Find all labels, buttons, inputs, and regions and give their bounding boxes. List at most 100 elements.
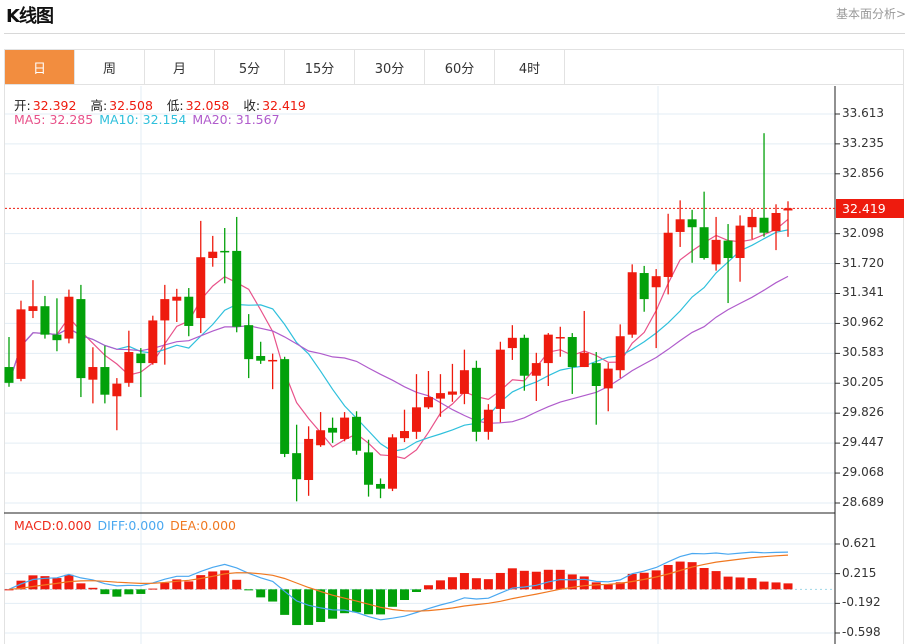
macd-bar [292, 589, 302, 626]
macd-bar [328, 589, 338, 619]
fundamental-analysis-link[interactable]: 基本面分析> [835, 7, 906, 21]
ma-lines [8, 218, 789, 460]
macd-bar [316, 589, 326, 623]
macd-bar [256, 589, 266, 598]
macd-bar [483, 579, 493, 590]
tab-60min[interactable]: 60分 [425, 50, 495, 84]
candle-body [64, 296, 74, 339]
macd-bar [543, 569, 553, 590]
candle-body [148, 320, 158, 364]
macd-bar [399, 589, 409, 601]
candle-body [423, 397, 433, 408]
macd-bar [16, 580, 26, 590]
candle-body [471, 367, 481, 432]
candle-body [88, 367, 98, 380]
macd-bar [675, 561, 685, 590]
candle-body [699, 227, 709, 259]
candle-body [268, 359, 278, 362]
axis-label: 32.098 [842, 225, 884, 240]
candle-body [687, 219, 697, 228]
candle-body [399, 431, 409, 439]
candle-body [759, 217, 769, 233]
axis-label: 28.689 [842, 495, 884, 509]
axis-label: 0.215 [842, 565, 877, 580]
ma20-value: MA20: 31.567 [192, 112, 280, 127]
axis-label: 30.583 [842, 345, 884, 360]
macd-bar [507, 568, 517, 590]
axis-label: 30.962 [842, 315, 884, 330]
high-value: 32.508 [109, 98, 153, 113]
diff-value: DIFF:0.000 [97, 518, 165, 533]
macd-bar [376, 589, 386, 615]
candle-body [244, 325, 254, 360]
macd-bar [76, 583, 86, 590]
macd-bar [519, 570, 529, 590]
macd-bar [244, 589, 254, 591]
candle-body [328, 427, 338, 433]
candle-body [615, 336, 625, 371]
axis-label: 0.621 [842, 536, 877, 550]
candle-body [76, 299, 86, 379]
period-tabs: 日 周 月 5分 15分 30分 60分 4时 [4, 49, 904, 85]
candle-body [52, 334, 62, 341]
candle-body [28, 306, 38, 311]
candle-body [639, 273, 649, 300]
axis-label: 29.447 [842, 435, 884, 450]
macd-bar [759, 581, 769, 590]
macd-bar [663, 564, 673, 590]
candle-body [519, 337, 529, 376]
tab-month[interactable]: 月 [145, 50, 215, 84]
open-value: 32.392 [32, 98, 77, 113]
macd-bar [268, 589, 278, 602]
macd-bar [699, 567, 709, 590]
candle-body [196, 257, 206, 319]
macd-bar [471, 578, 481, 590]
macd-bar [100, 589, 110, 595]
macd-bar [579, 576, 589, 590]
macd-bar [591, 582, 601, 590]
candle-body [376, 483, 386, 489]
candle-body [495, 349, 505, 409]
candle-body [663, 232, 673, 277]
high-label: 高: [90, 98, 108, 113]
candle-body [531, 363, 541, 376]
candle-body [220, 250, 230, 253]
candle-body [711, 239, 721, 265]
candle-body [112, 383, 122, 397]
candle-body [567, 337, 577, 368]
tab-30min[interactable]: 30分 [355, 50, 425, 84]
tab-5min[interactable]: 5分 [215, 50, 285, 84]
macd-bar [447, 577, 457, 590]
ma-legend: MA5: 32.285 MA10: 32.154 MA20: 31.567 [14, 112, 282, 127]
tab-4hour[interactable]: 4时 [495, 50, 565, 84]
candle-body [304, 438, 314, 481]
tab-week[interactable]: 周 [75, 50, 145, 84]
axis-label: 31.720 [842, 255, 884, 270]
macd-bar [459, 573, 469, 590]
candle-body [411, 407, 421, 432]
macd-bar [88, 587, 98, 590]
candle-body [352, 416, 362, 451]
tab-day[interactable]: 日 [5, 50, 75, 84]
macd-panel [4, 551, 793, 626]
tab-15min[interactable]: 15分 [285, 50, 355, 84]
macd-bar [160, 582, 170, 590]
macd-bar [435, 580, 445, 590]
candle-body [651, 276, 661, 288]
axis-label: 29.068 [842, 465, 884, 480]
candle-body [591, 363, 601, 386]
candle-body [543, 334, 553, 364]
close-label: 收: [243, 98, 261, 113]
candle-body [280, 359, 290, 454]
candle-body [316, 430, 326, 446]
axis-label: 32.856 [842, 165, 884, 180]
axis-label: 29.826 [842, 405, 884, 420]
macd-bar [184, 581, 194, 590]
macd-bar [711, 571, 721, 590]
dea-value: DEA:0.000 [170, 518, 237, 533]
macd-bar [340, 589, 350, 614]
open-label: 开: [14, 98, 31, 113]
candle-body [292, 453, 302, 480]
macd-bar [232, 579, 242, 590]
